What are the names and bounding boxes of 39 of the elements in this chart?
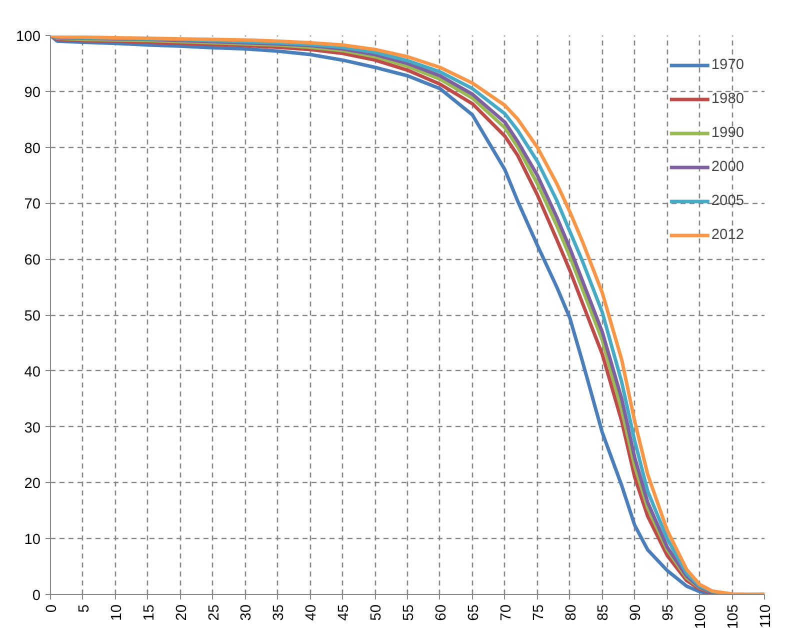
x-tick-label: 45 <box>336 604 352 621</box>
y-tick-label: 70 <box>24 196 41 213</box>
y-tick-label: 100 <box>16 29 41 45</box>
y-tick-label: 40 <box>24 364 41 380</box>
legend-label: 1990 <box>711 125 744 141</box>
y-tick-label: 80 <box>24 140 41 157</box>
x-tick-label: 40 <box>304 604 320 621</box>
x-tick-label: 75 <box>530 604 547 621</box>
y-tick-label: 50 <box>24 308 41 324</box>
x-tick-label: 100 <box>693 604 710 629</box>
y-tick-label: 10 <box>24 532 41 548</box>
x-tick-label: 90 <box>628 604 644 621</box>
x-tick-label: 95 <box>660 604 677 621</box>
y-tick-label: 20 <box>24 476 41 492</box>
x-tick-label: 65 <box>466 604 482 621</box>
x-tick-label: 70 <box>498 604 514 621</box>
x-tick-label: 20 <box>174 604 190 621</box>
legend-label: 1970 <box>711 57 744 73</box>
y-tick-label: 60 <box>24 252 41 269</box>
y-tick-label: 90 <box>24 84 41 101</box>
x-tick-label: 25 <box>206 604 222 621</box>
legend-label: 2005 <box>711 193 744 209</box>
x-tick-label: 35 <box>271 604 288 621</box>
x-tick-label: 105 <box>726 604 742 629</box>
x-tick-label: 60 <box>433 604 450 621</box>
x-tick-label: 110 <box>758 604 774 628</box>
x-tick-label: 15 <box>141 604 158 621</box>
x-tick-label: 50 <box>368 604 385 621</box>
y-tick-label: 30 <box>24 420 41 436</box>
x-tick-label: 85 <box>596 604 612 621</box>
legend-label: 1980 <box>711 91 744 107</box>
x-tick-label: 55 <box>401 604 417 621</box>
x-tick-label: 80 <box>563 604 580 621</box>
x-tick-label: 10 <box>108 604 125 621</box>
legend-label: 2012 <box>711 227 744 243</box>
x-tick-label: 0 <box>44 604 60 613</box>
x-tick-label: 5 <box>76 604 92 613</box>
legend-label: 2000 <box>711 159 744 175</box>
x-tick-label: 30 <box>238 604 255 621</box>
